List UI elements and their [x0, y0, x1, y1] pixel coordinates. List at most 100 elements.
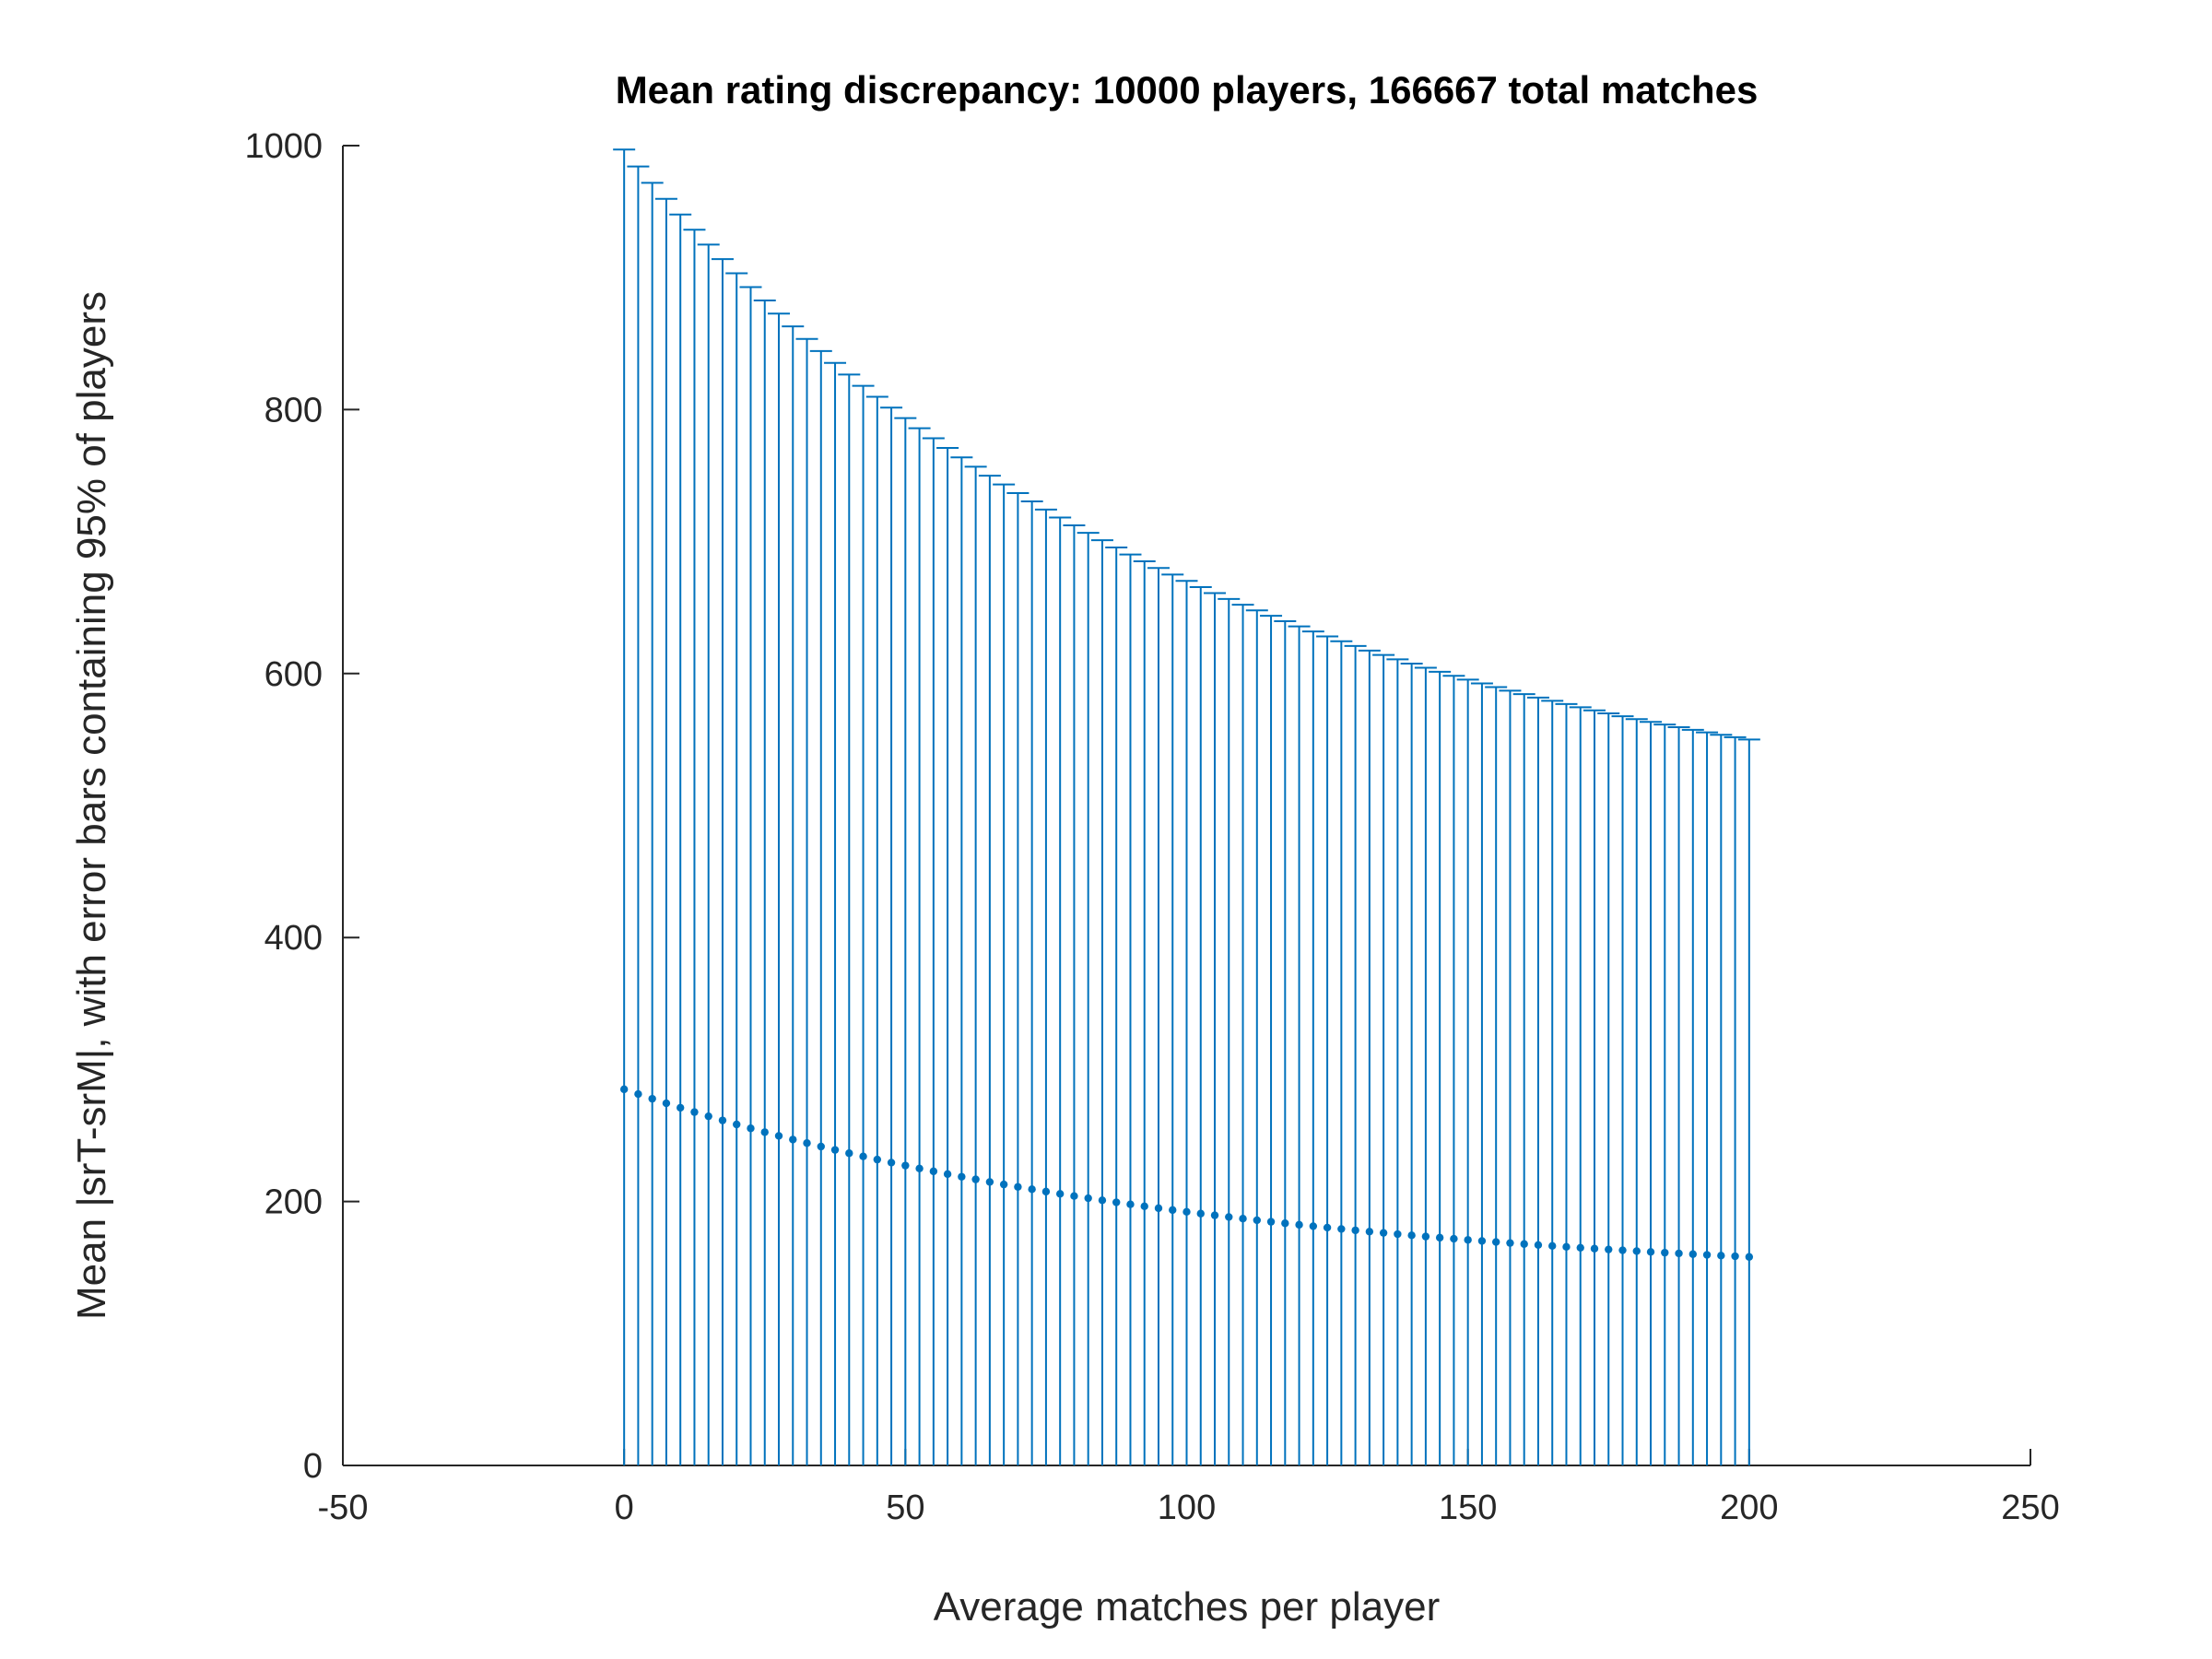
mean-point — [1407, 1231, 1416, 1240]
x-tick-label: 0 — [615, 1488, 634, 1527]
x-tick-label: 150 — [1439, 1488, 1497, 1527]
mean-point — [677, 1103, 685, 1112]
mean-point — [859, 1152, 867, 1160]
mean-point — [1745, 1253, 1754, 1261]
mean-point — [1351, 1226, 1359, 1235]
mean-point — [1337, 1225, 1346, 1233]
mean-point — [1126, 1200, 1135, 1208]
mean-point — [1576, 1243, 1584, 1252]
mean-point — [971, 1175, 980, 1183]
mean-point — [1253, 1216, 1261, 1225]
mean-point — [873, 1155, 882, 1164]
mean-point — [704, 1112, 712, 1121]
mean-point — [1182, 1207, 1191, 1217]
mean-point — [1169, 1206, 1177, 1215]
mean-point — [1323, 1223, 1332, 1232]
mean-point — [634, 1089, 642, 1099]
mean-point — [1266, 1218, 1276, 1226]
mean-point — [1717, 1252, 1725, 1260]
mean-point — [1632, 1247, 1641, 1255]
mean-point — [1421, 1232, 1430, 1241]
mean-point — [1154, 1204, 1163, 1213]
mean-point — [1590, 1244, 1599, 1253]
mean-point — [803, 1139, 811, 1147]
mean-point — [1239, 1214, 1247, 1223]
mean-point — [1281, 1219, 1289, 1228]
mean-point — [1675, 1249, 1683, 1258]
x-axis-label: Average matches per player — [934, 1584, 1440, 1630]
mean-point — [929, 1167, 938, 1176]
chart-title: Mean rating discrepancy: 10000 players, … — [616, 68, 1759, 112]
mean-point — [1618, 1246, 1627, 1254]
x-tick-label: -50 — [318, 1488, 369, 1527]
mean-point — [1070, 1192, 1078, 1200]
mean-point — [887, 1159, 896, 1167]
mean-point — [1365, 1228, 1374, 1236]
text-layer: Mean rating discrepancy: 10000 players, … — [69, 68, 2060, 1630]
mean-point — [1491, 1238, 1500, 1246]
x-tick-label: 100 — [1158, 1488, 1216, 1527]
mean-point — [1028, 1185, 1036, 1194]
mean-point — [845, 1149, 853, 1158]
y-tick-label: 400 — [265, 919, 323, 958]
mean-point — [1210, 1211, 1219, 1219]
y-tick-label: 1000 — [244, 127, 323, 166]
mean-point — [774, 1132, 783, 1140]
mean-point — [1661, 1248, 1669, 1257]
series-layer — [613, 148, 1760, 1465]
mean-point — [1041, 1187, 1051, 1196]
mean-point — [760, 1128, 769, 1136]
mean-point — [1196, 1209, 1205, 1218]
x-tick-label: 200 — [1720, 1488, 1778, 1527]
mean-point — [1562, 1242, 1571, 1252]
mean-point — [830, 1146, 840, 1154]
mean-point — [1450, 1234, 1458, 1243]
mean-point — [1098, 1196, 1107, 1205]
mean-point — [1435, 1233, 1444, 1242]
y-tick-label: 800 — [265, 391, 323, 429]
mean-point — [1309, 1222, 1318, 1230]
y-tick-label: 600 — [265, 655, 323, 694]
mean-point — [619, 1085, 629, 1094]
mean-point — [1688, 1250, 1698, 1258]
mean-point — [1084, 1194, 1092, 1203]
y-tick-label: 0 — [303, 1447, 323, 1486]
mean-point — [1014, 1182, 1022, 1191]
mean-point — [1379, 1229, 1388, 1237]
y-axis-label: Mean |srT-srM|, with error bars containi… — [69, 291, 114, 1320]
mean-point — [1112, 1198, 1121, 1206]
mean-point — [648, 1094, 656, 1103]
mean-point — [662, 1099, 671, 1108]
mean-point — [915, 1164, 924, 1172]
mean-point — [985, 1178, 994, 1186]
mean-point — [1506, 1239, 1514, 1247]
mean-point — [1140, 1202, 1148, 1211]
mean-point — [1702, 1251, 1712, 1259]
mean-point — [817, 1142, 825, 1151]
mean-point — [1464, 1236, 1472, 1244]
mean-point — [789, 1135, 797, 1144]
mean-point — [901, 1161, 910, 1170]
y-tick-label: 200 — [265, 1183, 323, 1222]
mean-point — [1548, 1241, 1557, 1251]
mean-point — [747, 1124, 755, 1133]
mean-point — [1394, 1230, 1402, 1239]
mean-point — [958, 1172, 966, 1181]
mean-point — [1534, 1241, 1543, 1249]
mean-point — [718, 1116, 727, 1124]
mean-point — [1477, 1237, 1487, 1245]
mean-point — [1295, 1220, 1303, 1230]
mean-point — [1731, 1252, 1739, 1261]
mean-point — [733, 1120, 741, 1129]
mean-point — [690, 1108, 699, 1116]
mean-point — [999, 1180, 1008, 1189]
x-tick-label: 50 — [886, 1488, 924, 1527]
x-tick-label: 250 — [2001, 1488, 2059, 1527]
mean-point — [1646, 1248, 1655, 1256]
mean-point — [1520, 1240, 1528, 1248]
mean-point — [1225, 1213, 1233, 1221]
mean-point — [1055, 1190, 1065, 1198]
mean-point — [1605, 1245, 1613, 1253]
